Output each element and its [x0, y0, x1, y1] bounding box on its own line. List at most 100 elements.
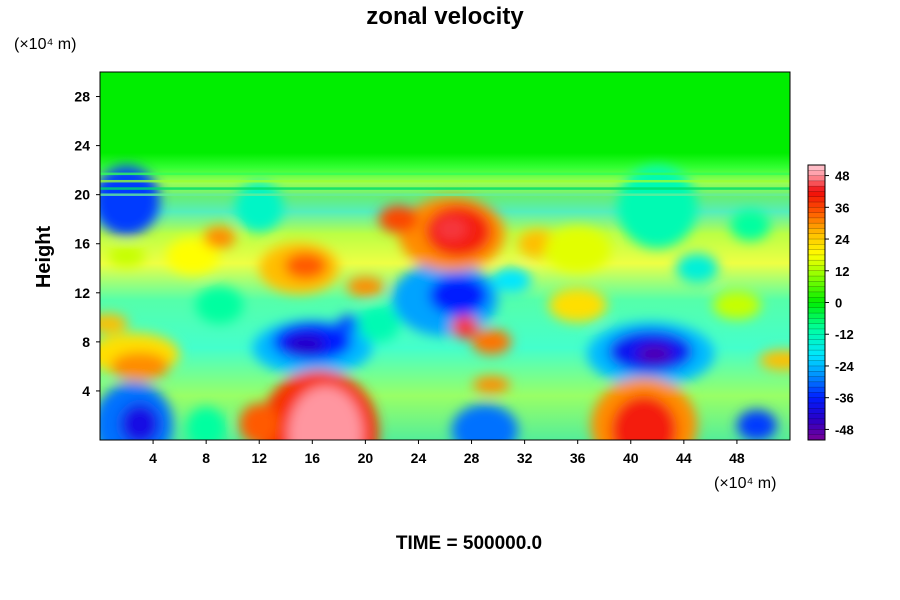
contour-cell	[203, 226, 236, 249]
colorbar-segment	[808, 260, 825, 266]
colorbar-segment	[808, 397, 825, 404]
x-tick-label: 32	[517, 450, 533, 466]
contour-cell	[288, 386, 363, 440]
colorbar-segment	[808, 371, 825, 378]
colorbar-segment	[808, 418, 825, 425]
contour-cell	[346, 276, 384, 297]
colorbar-segment	[808, 387, 825, 393]
band-line	[100, 179, 790, 183]
colorbar-segment	[808, 186, 825, 192]
x-tick-label: 28	[464, 450, 480, 466]
contour-cell	[544, 226, 611, 274]
colorbar-segment	[808, 429, 825, 436]
contour-cell	[195, 286, 244, 324]
y-tick-label: 8	[82, 334, 90, 350]
colorbar-tick-label: -48	[835, 422, 854, 437]
colorbar: 48 36 24 12 0 -12 -24 -36 -48	[807, 164, 855, 441]
colorbar-segment	[808, 265, 825, 272]
contour-cell	[491, 267, 532, 294]
colorbar-segment	[808, 344, 825, 351]
contour-cell	[378, 205, 419, 234]
contour-cell	[548, 287, 607, 323]
colorbar-segment	[808, 170, 825, 177]
chart-title: zonal velocity	[366, 3, 524, 30]
colorbar-segment	[808, 286, 825, 293]
colorbar-segment	[808, 365, 825, 372]
colorbar-tick-label: -24	[835, 359, 855, 374]
colorbar-segment	[808, 191, 825, 198]
contour-cell	[100, 313, 128, 334]
colorbar-segment	[808, 254, 825, 261]
colorbar-segment	[808, 360, 825, 367]
contour-cell	[284, 252, 327, 280]
plot-area	[100, 72, 790, 440]
colorbar-segment	[808, 228, 825, 235]
contour-cell	[451, 404, 518, 440]
y-axis: 4 8 12 16 20 24 28	[74, 89, 100, 399]
y-tick-label: 16	[74, 236, 90, 252]
colorbar-segment	[808, 408, 825, 415]
contour-cell	[110, 352, 169, 381]
colorbar-segment	[808, 276, 825, 282]
contour-cell	[637, 345, 672, 364]
contour-cell	[730, 209, 771, 241]
colorbar-tick-label: -12	[835, 327, 854, 342]
colorbar-segment	[808, 249, 825, 256]
x-tick-label: 48	[729, 450, 745, 466]
colorbar-segment	[808, 270, 825, 277]
contour-cell	[736, 409, 777, 440]
colorbar-segment	[808, 244, 825, 251]
colorbar-segment	[808, 355, 825, 362]
colorbar-segment	[808, 323, 825, 330]
colorbar-segment	[808, 381, 825, 388]
y-tick-label: 28	[74, 89, 90, 105]
colorbar-segment	[808, 392, 825, 399]
y-tick-label: 24	[74, 138, 90, 154]
x-tick-label: 44	[676, 450, 692, 466]
x-tick-label: 12	[251, 450, 267, 466]
colorbar-segment	[808, 217, 825, 224]
colorbar-segment	[808, 212, 825, 219]
colorbar-segment	[808, 202, 825, 208]
x-tick-label: 40	[623, 450, 639, 466]
colorbar-segment	[808, 196, 825, 203]
band-line	[100, 193, 790, 196]
x-tick-label: 20	[358, 450, 374, 466]
colorbar-segment	[808, 350, 825, 356]
contour-cell	[713, 290, 761, 320]
colorbar-segment	[808, 175, 825, 182]
plot-frame	[99, 71, 791, 441]
contour-cell	[759, 349, 790, 371]
contour-cell	[610, 395, 678, 440]
contour-cell	[166, 237, 220, 275]
colorbar-segment	[808, 281, 825, 288]
colorbar-segment	[808, 413, 825, 420]
colorbar-segment	[808, 223, 825, 229]
colorbar-segment	[808, 180, 825, 187]
x-tick-label: 16	[305, 450, 321, 466]
colorbar-segment	[808, 302, 825, 309]
colorbar-segment	[808, 318, 825, 325]
colorbar-segment	[808, 424, 825, 430]
y-tick-label: 20	[74, 187, 90, 203]
tropopause-bands	[100, 172, 790, 196]
colorbar-segment	[808, 165, 825, 171]
colorbar-segment	[808, 207, 825, 214]
contour-cell	[107, 244, 146, 268]
colorbar-segment	[808, 328, 825, 335]
time-label: TIME = 500000.0	[396, 533, 542, 554]
contour-cell	[675, 253, 719, 284]
colorbar-tick-label: -36	[835, 391, 854, 406]
y-tick-label: 4	[82, 383, 90, 399]
x-tick-label: 4	[149, 450, 157, 466]
contour-cell	[100, 166, 160, 236]
y-tick-label: 12	[74, 285, 90, 301]
x-unit-label: (×10⁴ m)	[714, 475, 776, 492]
x-axis: 4 8 12 16 20 24 28 32 36 40 44 48	[149, 440, 745, 466]
colorbar-tick-label: 36	[835, 200, 849, 215]
colorbar-segment	[808, 376, 825, 383]
x-tick-label: 8	[202, 450, 210, 466]
colorbar-segment	[808, 233, 825, 240]
contour-cell	[357, 304, 400, 343]
